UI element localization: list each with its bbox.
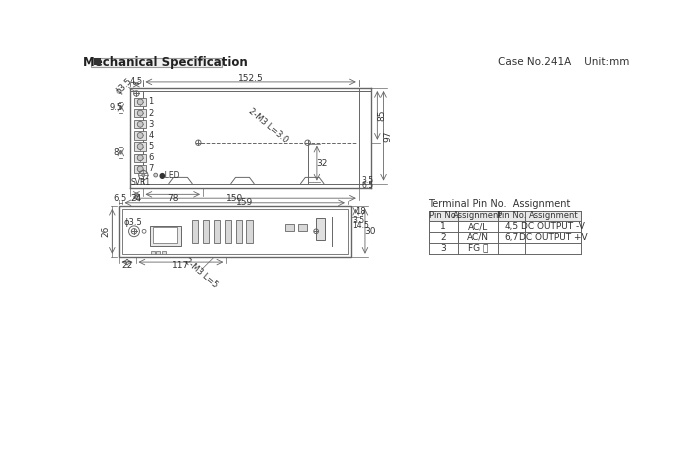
Text: 6.5: 6.5 xyxy=(361,181,373,191)
Bar xyxy=(122,209,348,254)
Text: Pin No.: Pin No. xyxy=(428,212,458,220)
Text: 30: 30 xyxy=(365,227,376,236)
Text: 117: 117 xyxy=(172,262,189,270)
Bar xyxy=(118,206,351,256)
Bar xyxy=(134,109,146,117)
Text: 2: 2 xyxy=(148,109,153,118)
Text: 6.5: 6.5 xyxy=(113,195,127,203)
Bar xyxy=(428,211,581,221)
Bar xyxy=(192,220,198,243)
Bar xyxy=(214,220,220,243)
Text: Assignment: Assignment xyxy=(454,212,503,220)
Text: 3: 3 xyxy=(148,120,154,129)
Text: Assignment: Assignment xyxy=(528,212,578,220)
Text: 6,7: 6,7 xyxy=(505,233,519,242)
Text: 7: 7 xyxy=(148,164,154,174)
Text: 2-M3 L=3.0: 2-M3 L=3.0 xyxy=(247,107,290,145)
Bar xyxy=(134,165,146,173)
Circle shape xyxy=(154,173,158,177)
Text: Pin No.: Pin No. xyxy=(497,212,526,220)
Text: 9.5: 9.5 xyxy=(110,103,122,112)
Bar xyxy=(150,226,181,246)
Text: AC/N: AC/N xyxy=(467,233,489,242)
Text: AC/L: AC/L xyxy=(468,222,488,231)
Bar xyxy=(151,251,155,254)
Text: 4,5: 4,5 xyxy=(505,222,519,231)
Text: 3: 3 xyxy=(440,244,446,253)
Text: 2-M3 L=5: 2-M3 L=5 xyxy=(183,256,220,289)
Circle shape xyxy=(137,144,143,149)
Text: ϕ3.5: ϕ3.5 xyxy=(123,218,142,227)
Text: 24: 24 xyxy=(131,194,142,203)
Bar xyxy=(134,131,146,140)
Bar xyxy=(94,58,101,65)
Circle shape xyxy=(137,155,143,161)
Bar xyxy=(225,220,231,243)
Bar xyxy=(235,220,241,243)
Text: 1: 1 xyxy=(440,222,446,231)
Bar xyxy=(134,98,146,106)
Text: 2: 2 xyxy=(440,233,446,242)
Bar xyxy=(157,251,160,254)
Bar xyxy=(246,220,253,243)
Bar xyxy=(92,58,222,66)
Text: 18: 18 xyxy=(355,207,365,216)
Text: 3.5: 3.5 xyxy=(353,216,365,225)
Circle shape xyxy=(137,132,143,138)
Text: 14.5: 14.5 xyxy=(353,221,370,229)
Text: 32: 32 xyxy=(316,158,328,168)
Text: 1: 1 xyxy=(148,98,153,106)
Circle shape xyxy=(137,99,143,105)
Text: FG ⏚: FG ⏚ xyxy=(468,244,489,253)
Text: 22: 22 xyxy=(121,262,133,270)
Text: 3.5: 3.5 xyxy=(361,176,373,185)
Text: 26: 26 xyxy=(102,226,111,237)
Text: 4: 4 xyxy=(148,131,153,140)
Circle shape xyxy=(137,121,143,127)
Bar xyxy=(285,224,295,230)
Circle shape xyxy=(137,110,143,116)
Circle shape xyxy=(137,166,143,172)
Text: 78: 78 xyxy=(167,194,178,203)
Bar xyxy=(298,224,307,230)
Text: Terminal Pin No.  Assignment: Terminal Pin No. Assignment xyxy=(428,199,571,209)
Text: DC OUTPUT +V: DC OUTPUT +V xyxy=(519,233,587,242)
Text: 8: 8 xyxy=(113,147,119,157)
Text: 97: 97 xyxy=(384,130,393,142)
Text: Mechanical Specification: Mechanical Specification xyxy=(83,56,247,69)
Text: 4.5: 4.5 xyxy=(130,76,143,86)
Text: 85: 85 xyxy=(377,109,386,121)
Text: 152.5: 152.5 xyxy=(238,74,263,82)
Bar xyxy=(203,220,209,243)
Bar xyxy=(316,218,326,240)
Text: DC OUTPUT -V: DC OUTPUT -V xyxy=(522,222,585,231)
Bar xyxy=(162,251,166,254)
Text: Case No.241A    Unit:mm: Case No.241A Unit:mm xyxy=(498,57,629,67)
Text: 5: 5 xyxy=(148,142,153,151)
Text: ϕ3.5: ϕ3.5 xyxy=(114,76,134,96)
Bar xyxy=(134,153,146,162)
Text: 6: 6 xyxy=(148,153,154,162)
Text: 150: 150 xyxy=(226,195,244,203)
Text: SVR1: SVR1 xyxy=(130,178,150,187)
Text: ●LED: ●LED xyxy=(159,170,181,180)
Circle shape xyxy=(141,174,145,177)
Bar xyxy=(134,142,146,151)
Text: 159: 159 xyxy=(236,197,253,207)
Bar xyxy=(134,120,146,129)
Bar xyxy=(153,228,177,243)
